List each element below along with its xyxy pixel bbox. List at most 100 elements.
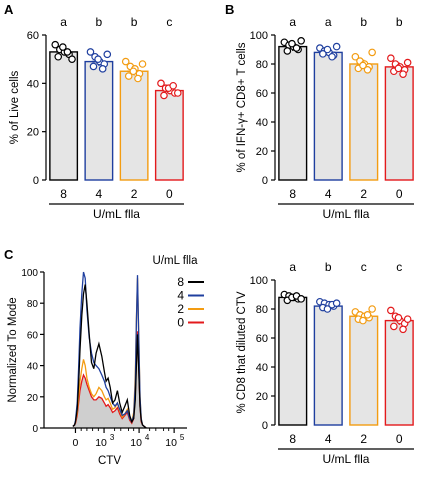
x-tick-label-a-8: 8 <box>60 187 67 201</box>
bar-b-8 <box>278 45 308 181</box>
y-tick-label-b-3: 60 <box>256 88 268 100</box>
x-tick-label-b-8: 8 <box>289 187 296 201</box>
point-c-8-7 <box>297 295 305 303</box>
y-tick-label-a-3: 60 <box>27 30 39 42</box>
panel-label-a: A <box>4 2 14 17</box>
bar-a-0 <box>154 89 184 181</box>
y-tick-label-c-0: 0 <box>262 420 268 432</box>
point-b-4-7 <box>332 42 341 51</box>
hist-legend-label-4: 4 <box>177 289 184 303</box>
point-b-8-4 <box>283 47 292 55</box>
point-a-8-5 <box>59 43 67 51</box>
y-tick-label-a-2: 40 <box>27 78 39 90</box>
point-b-2-7 <box>368 48 376 57</box>
sig-letter-b-2: b <box>360 15 367 29</box>
point-b-8-5 <box>288 39 296 48</box>
y-tick-label-b-0: 0 <box>262 175 268 187</box>
y-tick-label-c-3: 60 <box>256 333 268 345</box>
point-b-8-7 <box>297 36 305 45</box>
point-a-2-4 <box>124 72 133 80</box>
x-tick-label-a-2: 2 <box>131 187 138 201</box>
sig-letter-a-0: c <box>166 15 172 29</box>
y-tick-label-c-1: 20 <box>256 391 268 403</box>
bar-c-4 <box>313 305 343 426</box>
y-tick-label-b-4: 80 <box>256 59 268 71</box>
bar-b-0 <box>384 66 414 181</box>
point-b-4-5 <box>323 45 332 54</box>
point-b-4-4 <box>319 50 327 58</box>
sig-letter-c-2: c <box>361 260 367 274</box>
hist-y-tick-label-2: 40 <box>27 362 39 373</box>
bar-c-2 <box>349 315 379 426</box>
point-b-2-6 <box>363 66 372 74</box>
point-a-2-6 <box>134 74 142 83</box>
point-b-2-5 <box>359 61 367 70</box>
histogram-fill <box>72 331 147 428</box>
x-tick-label-c-0: 0 <box>396 432 403 446</box>
point-b-0-5 <box>394 64 403 73</box>
point-b-2-0 <box>351 52 360 61</box>
sig-letter-b-0: b <box>396 15 403 29</box>
x-tick-label-c-4: 4 <box>325 432 332 446</box>
sig-letter-a-2: b <box>131 15 138 29</box>
hist-x-tick-exp-3: 5 <box>180 433 185 442</box>
hist-x-tick-label-0: 0 <box>73 437 79 449</box>
point-a-0-4 <box>160 91 168 100</box>
hist-y-tick-label-1: 20 <box>27 393 39 404</box>
hist-y-tick-label-0: 0 <box>32 424 38 435</box>
point-b-4-6 <box>328 52 336 61</box>
x-tick-label-b-2: 2 <box>360 187 367 201</box>
point-a-4-6 <box>98 65 107 73</box>
panel-label-b: B <box>225 2 234 17</box>
y-tick-label-b-2: 40 <box>256 117 268 129</box>
panel-label-c: C <box>4 247 14 262</box>
point-a-4-0 <box>86 48 95 56</box>
point-a-2-7 <box>138 60 147 68</box>
hist-y-axis-label: Normalized To Mode <box>7 297 19 402</box>
hist-legend-label-2: 2 <box>177 302 184 316</box>
sig-letter-a-4: b <box>96 15 103 29</box>
point-b-8-6 <box>292 44 301 52</box>
y-tick-label-b-1: 20 <box>256 146 268 158</box>
point-c-2-5 <box>359 316 367 325</box>
point-a-2-5 <box>129 67 138 76</box>
y-tick-label-a-0: 0 <box>33 175 39 187</box>
hist-x-tick-label-1: 10 <box>95 437 107 449</box>
point-c-0-7 <box>403 315 412 323</box>
hist-x-tick-label-2: 10 <box>130 437 142 449</box>
bar-c-0 <box>384 319 414 426</box>
sig-letter-a-8: a <box>60 15 67 29</box>
bar-a-4 <box>84 60 114 181</box>
hist-x-tick-exp-1: 3 <box>110 433 115 442</box>
point-b-0-7 <box>403 58 412 67</box>
hist-y-tick-label-4: 80 <box>27 299 39 310</box>
y-axis-label-c: % CD8 that diluted CTV <box>236 291 248 413</box>
bar-a-8 <box>49 51 79 181</box>
point-a-0-0 <box>157 79 165 88</box>
hist-y-tick-label-3: 60 <box>27 330 39 341</box>
histogram-line-8 <box>72 284 147 429</box>
point-a-8-4 <box>54 52 63 61</box>
chart-a: 0 20 40 60 % of Live cells a 8 b 4 b 2 c 0 U/mL flla <box>9 15 184 221</box>
hist-x-axis-label: CTV <box>98 455 121 467</box>
point-c-4-7 <box>332 299 341 308</box>
point-b-0-0 <box>387 54 395 63</box>
hist-y-tick-label-5: 100 <box>21 268 38 279</box>
point-a-8-6 <box>63 48 72 56</box>
y-axis-label-b: % of IFN-γ+ CD8+ T cells <box>236 42 248 172</box>
x-tick-label-b-4: 4 <box>325 187 332 201</box>
point-c-4-5 <box>323 305 332 313</box>
point-a-4-4 <box>89 62 98 71</box>
point-a-0-6 <box>169 81 177 90</box>
point-a-8-0 <box>51 40 60 49</box>
hist-legend-label-8: 8 <box>177 275 184 289</box>
hist-legend-label-0: 0 <box>177 316 184 330</box>
x-axis-label-b: U/mL flla <box>323 207 370 221</box>
y-tick-label-c-4: 80 <box>256 304 268 316</box>
point-a-4-5 <box>94 55 102 63</box>
y-tick-label-b-5: 100 <box>250 30 268 42</box>
y-tick-label-c-5: 100 <box>250 275 268 287</box>
